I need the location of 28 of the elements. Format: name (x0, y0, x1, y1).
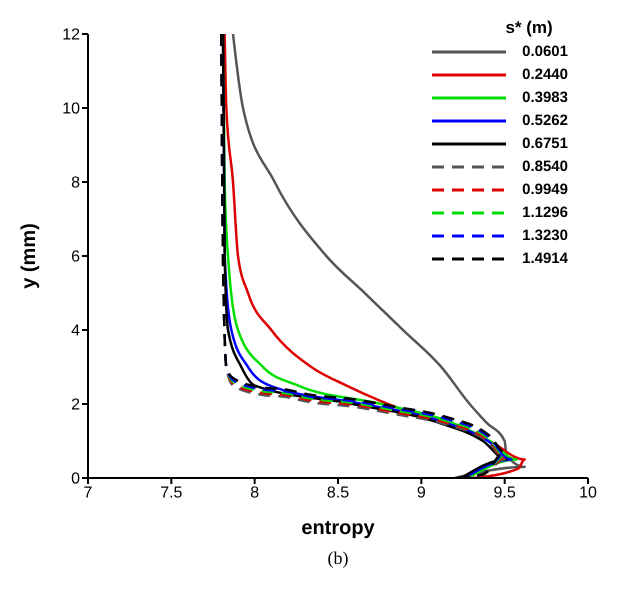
y-tick-label: 10 (62, 100, 80, 118)
x-tick-label: 8 (250, 484, 260, 502)
legend-label: 1.1296 (522, 204, 568, 221)
legend-label: 0.0601 (522, 43, 568, 60)
legend-title: s* (m) (504, 18, 554, 38)
legend-label: 0.2440 (522, 66, 568, 83)
y-axis-title: y (mm) (18, 223, 40, 289)
legend-label: 0.6751 (522, 135, 568, 152)
y-tick-label: 8 (71, 174, 80, 192)
legend-label: 0.3983 (522, 89, 568, 106)
text: (b) (326, 548, 350, 569)
y-tick-label: 0 (71, 470, 80, 488)
x-tick-label: 8.5 (326, 484, 350, 502)
x-tick-label: 10 (579, 484, 597, 502)
legend-label: 0.8540 (522, 158, 568, 175)
x-tick-label: 9 (416, 484, 426, 502)
legend-label: 0.9949 (522, 181, 568, 198)
x-tick-label: 9.5 (494, 484, 516, 502)
y-tick-label: 4 (71, 322, 80, 340)
legend-label: 1.3230 (522, 227, 568, 244)
x-axis-title: entropy (301, 517, 376, 539)
y-tick-label: 12 (62, 26, 80, 44)
x-tick-label: 7 (84, 484, 93, 502)
legend-label: 0.5262 (522, 112, 568, 129)
y-tick-label: 2 (71, 396, 80, 414)
legend-label: 1.4914 (522, 250, 568, 267)
y-tick-label: 6 (71, 248, 80, 266)
x-tick-label: 7.5 (160, 484, 183, 502)
